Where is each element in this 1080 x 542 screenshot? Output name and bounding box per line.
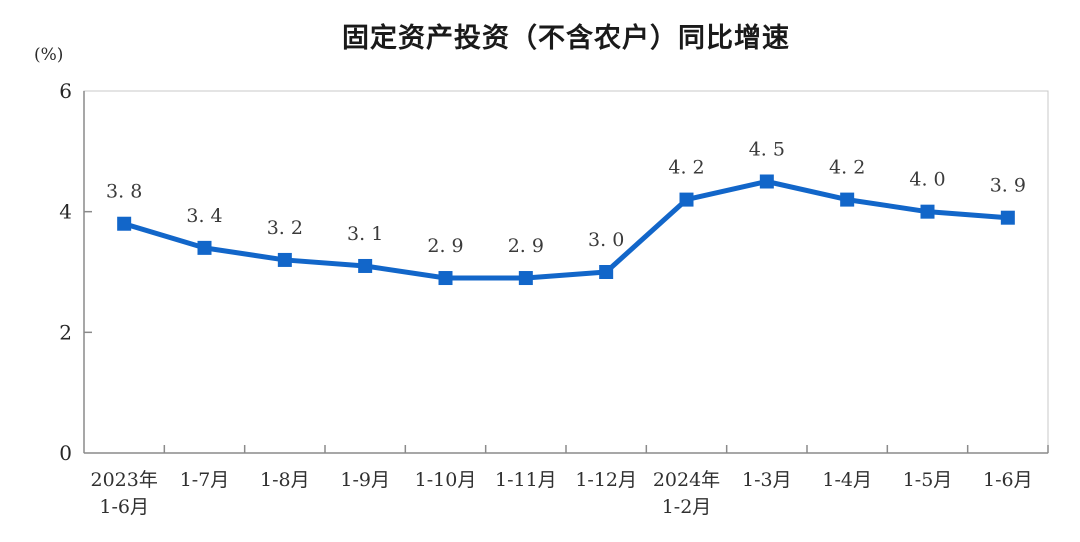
plot-area-border	[83, 90, 1049, 454]
data-point-label: 3. 4	[186, 205, 222, 227]
data-point-label: 3. 9	[990, 175, 1026, 197]
data-point-label: 2. 9	[508, 235, 544, 257]
data-point-marker	[358, 258, 373, 273]
x-tick-label: 1-10月	[415, 469, 477, 491]
x-tick-label: 1-8月	[260, 469, 310, 491]
data-point-marker	[759, 174, 774, 189]
data-point-marker	[438, 271, 453, 286]
data-point-label: 4. 0	[909, 169, 945, 191]
chart-title: 固定资产投资（不含农户）同比增速	[342, 23, 790, 53]
data-point-label: 3. 2	[267, 217, 303, 239]
x-tick-label: 2023年 1-6月	[90, 469, 157, 518]
data-point-marker	[518, 271, 533, 286]
y-tick-label: 0	[59, 441, 72, 465]
y-tick-label: 6	[59, 79, 72, 103]
x-tick-label: 1-7月	[180, 469, 230, 491]
y-tick-label: 4	[59, 200, 72, 224]
x-tick-label: 1-4月	[822, 469, 872, 491]
y-axis-unit-label: (%)	[34, 45, 64, 65]
series-line	[121, 179, 1011, 281]
data-point-marker	[197, 240, 212, 255]
x-tick-label: 1-12月	[575, 469, 637, 491]
data-point-label: 4. 2	[829, 157, 865, 179]
y-tick-label: 2	[59, 320, 72, 344]
x-tick-label: 1-6月	[983, 469, 1033, 491]
x-tick-label: 1-9月	[340, 469, 390, 491]
data-point-label: 3. 0	[588, 229, 624, 251]
data-point-marker	[1000, 210, 1015, 225]
data-point-label: 3. 1	[347, 223, 383, 245]
x-tick-label: 1-5月	[903, 469, 953, 491]
data-point-marker	[920, 204, 935, 219]
data-point-label: 2. 9	[427, 235, 463, 257]
data-point-marker	[277, 252, 292, 267]
x-tick-label: 1-3月	[742, 469, 792, 491]
data-point-label: 4. 5	[749, 139, 785, 161]
data-point-marker	[117, 216, 132, 231]
data-point-marker	[679, 192, 694, 207]
data-point-label: 3. 8	[106, 181, 142, 203]
x-tick-label: 2024年 1-2月	[653, 469, 720, 518]
x-tick-label: 1-11月	[495, 469, 557, 491]
data-point-marker	[599, 265, 614, 279]
data-point-marker	[840, 192, 855, 207]
data-point-label: 4. 2	[668, 157, 704, 179]
